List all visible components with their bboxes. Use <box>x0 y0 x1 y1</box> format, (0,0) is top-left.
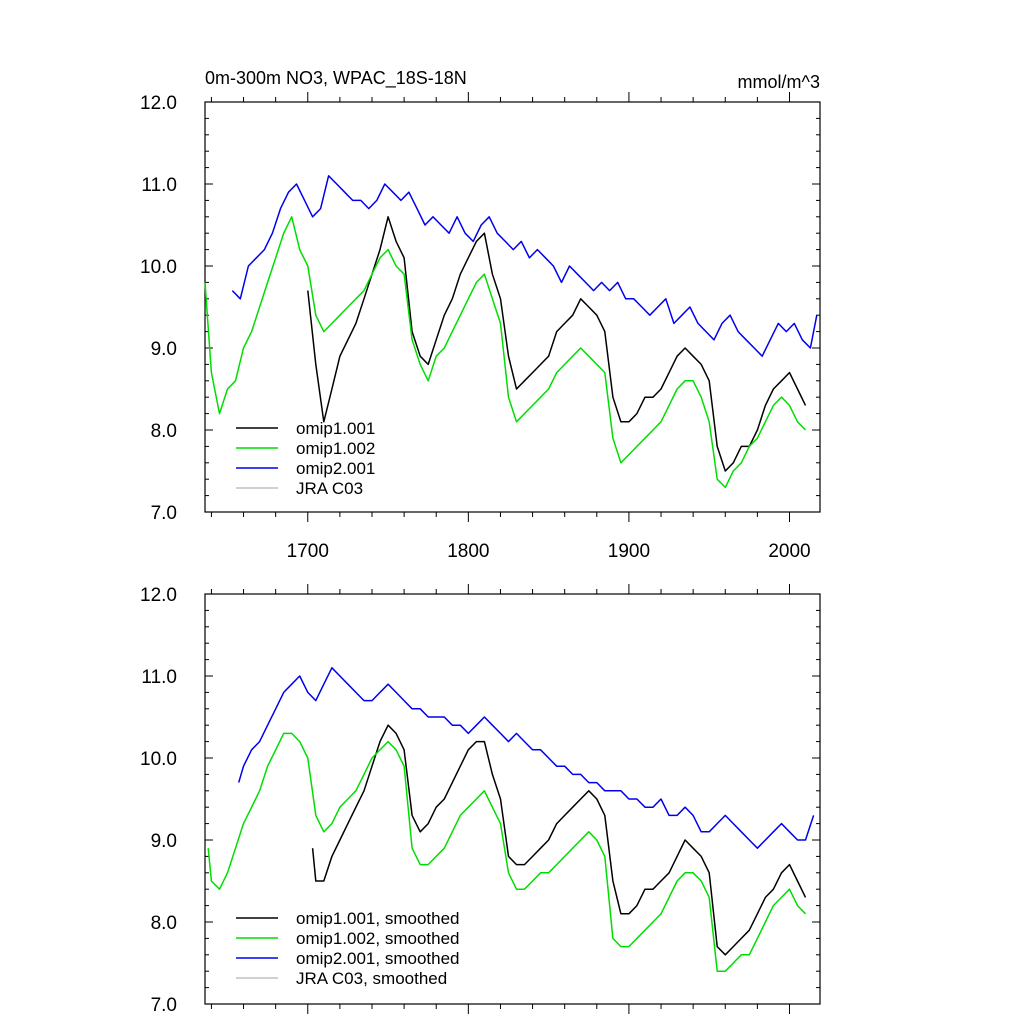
y-tick-label: 9.0 <box>151 339 177 360</box>
legend-label-jra-c03-smoothed: JRA C03, smoothed <box>296 969 447 988</box>
x-tick-label: 2000 <box>768 541 810 562</box>
legend-label-omip2-001-smoothed: omip2.001, smoothed <box>296 949 460 968</box>
y-tick-label: 7.0 <box>151 995 177 1016</box>
legend-label-omip1-001: omip1.001 <box>296 419 375 438</box>
y-tick-label: 8.0 <box>151 913 177 934</box>
series-line-omip1-002-smoothed <box>207 732 807 972</box>
chart-title: 0m-300m NO3, WPAC_18S-18N <box>205 68 467 89</box>
y-tick-label: 11.0 <box>141 667 177 688</box>
top-panel: 7.0 8.0 9.0 10.0 11.0 12.0 1700 1800 1900 2000 0m-… <box>140 68 821 562</box>
legend-label-omip1-002: omip1.002 <box>296 439 375 458</box>
legend-label-omip2-001: omip2.001 <box>296 459 375 478</box>
series-line-omip1-001 <box>307 216 807 472</box>
bottom-panel: 7.0 8.0 9.0 10.0 11.0 12.0 omip1.001, smoothed… <box>140 584 821 1016</box>
series-line-omip1-001-smoothed <box>311 724 807 956</box>
y-tick-label: 12.0 <box>140 93 177 114</box>
y-tick-label: 11.0 <box>141 175 177 196</box>
series-line-omip1-002 <box>204 216 807 489</box>
y-tick-label: 8.0 <box>151 421 177 442</box>
plot-frame <box>204 101 821 513</box>
y-tick-label: 12.0 <box>140 585 177 606</box>
units-label: mmol/m^3 <box>738 72 820 92</box>
y-tick-label: 9.0 <box>151 831 177 852</box>
x-tick-label: 1900 <box>608 541 650 562</box>
legend-label-omip1-001-smoothed: omip1.001, smoothed <box>296 909 460 928</box>
legend-label-omip1-002-smoothed: omip1.002, smoothed <box>296 929 460 948</box>
series-line-omip2-001 <box>231 175 818 357</box>
plot-frame <box>204 593 821 1005</box>
legend-label-jra-c03: JRA C03 <box>296 479 363 498</box>
y-tick-label: 10.0 <box>140 749 177 770</box>
y-tick-label: 10.0 <box>140 257 177 278</box>
x-tick-label: 1800 <box>447 541 489 562</box>
series-line-omip2-001-smoothed <box>237 667 815 849</box>
y-tick-label: 7.0 <box>151 503 177 524</box>
x-tick-label: 1700 <box>287 541 329 562</box>
